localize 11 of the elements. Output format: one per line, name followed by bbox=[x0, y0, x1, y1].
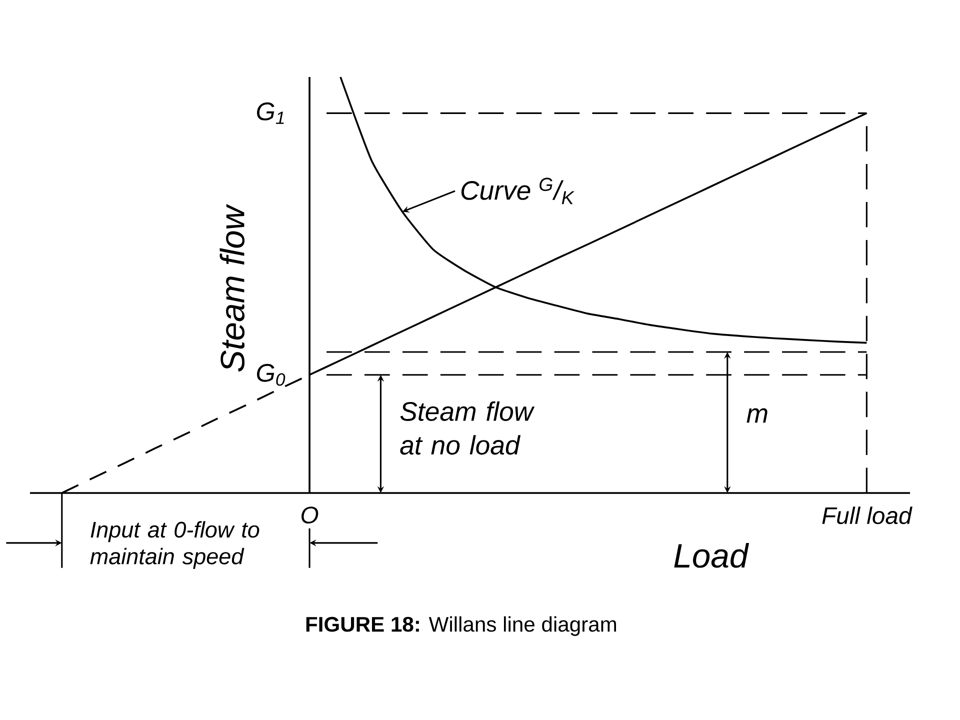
ref-line-label: G$_{1}$ bbox=[257, 102, 284, 124]
x-axis-title: Load bbox=[674, 543, 750, 568]
ref-line-label: G$_{0}$ bbox=[257, 364, 286, 386]
text: Input at 0-flow to maintain speed bbox=[90, 521, 260, 569]
y-axis-title: Steam flow bbox=[220, 204, 245, 372]
x-tick-label: O bbox=[302, 506, 318, 524]
annotation: Curve $^{G}$/$_{K}$ bbox=[461, 178, 574, 204]
text: FIGURE 18: Willans line diagram bbox=[306, 616, 616, 636]
annotation: Steam flow at no load bbox=[400, 401, 535, 455]
annotation: m bbox=[746, 408, 768, 423]
x-tick-label: Full load bbox=[822, 506, 912, 524]
